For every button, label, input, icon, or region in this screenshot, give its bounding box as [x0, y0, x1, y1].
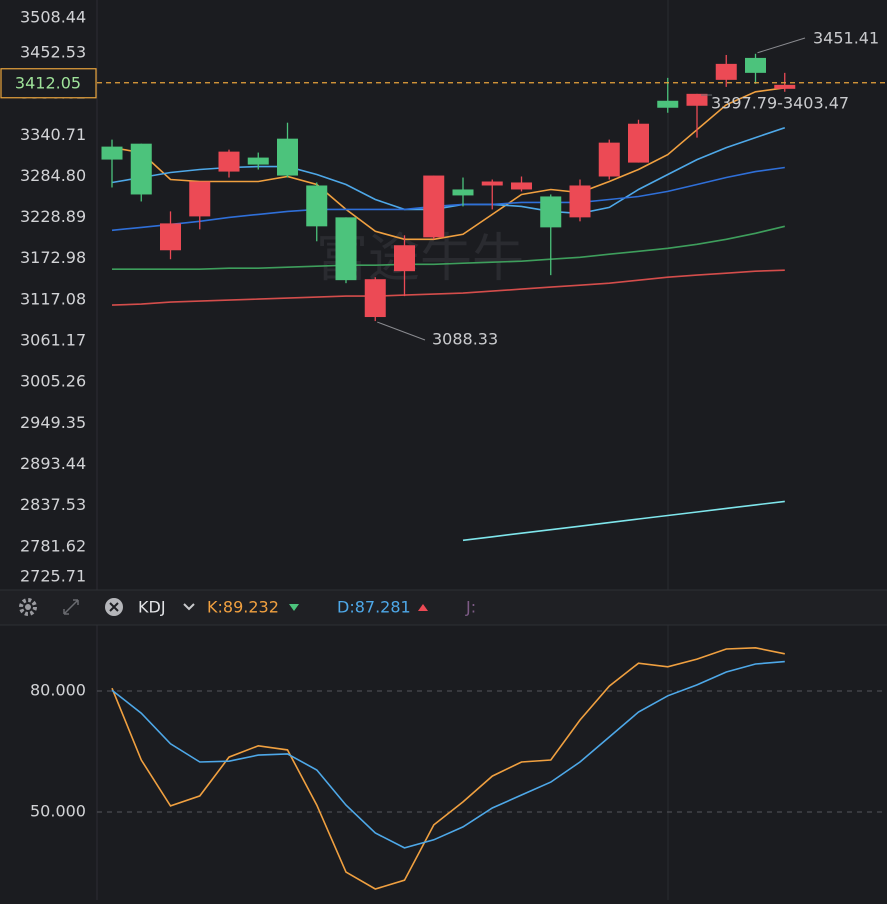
legend-k: K:89.232 — [207, 598, 279, 617]
gear — [19, 598, 37, 616]
y-tick-label: 3228.89 — [20, 207, 86, 226]
low-annotation: 3088.33 — [432, 330, 498, 349]
kdj-pane: 80.000 50.000 — [30, 646, 887, 890]
last-price-label: 3412.05 — [15, 73, 81, 92]
price-pane: 3508.443452.533396.623340.713284.803228.… — [0, 8, 887, 586]
candle-body — [189, 181, 211, 217]
candle-body — [160, 223, 181, 251]
moving-average-line — [462, 500, 785, 542]
candle-body — [364, 279, 386, 318]
legend-d: D:87.281 — [337, 598, 411, 617]
indicator-name[interactable]: KDJ — [138, 598, 166, 617]
expand-icon[interactable] — [63, 599, 79, 615]
moving-average-line — [111, 87, 785, 241]
expand-arrow — [63, 599, 79, 615]
up-triangle — [418, 604, 428, 611]
last-price-tag — [0, 68, 97, 99]
candle-body — [218, 151, 240, 172]
candle-body — [130, 143, 152, 195]
y-tick-label: 3452.53 — [20, 42, 86, 61]
candle-body — [306, 185, 328, 227]
candle-body — [569, 185, 591, 218]
candle-body — [598, 142, 620, 177]
indicator-line — [111, 660, 785, 849]
candle-body — [423, 175, 445, 238]
legend-j: J: — [465, 598, 476, 617]
y-tick-label: 3061.17 — [20, 331, 86, 350]
y-tick-label: 2725.71 — [20, 567, 86, 586]
y-tick-label: 3005.26 — [20, 372, 86, 391]
candle-body — [540, 196, 562, 228]
y-tick-label: 3508.44 — [20, 8, 86, 27]
y-tick-label: 2837.53 — [20, 495, 86, 514]
candle-body — [774, 84, 796, 89]
candle-body — [452, 189, 474, 196]
close-icon[interactable] — [105, 598, 123, 616]
candle-body — [745, 57, 766, 73]
moving-average-line — [112, 225, 785, 270]
candle-body — [394, 245, 415, 272]
candle-body — [511, 182, 532, 190]
candle-body — [101, 146, 123, 160]
settings-icon[interactable] — [19, 598, 37, 616]
gear-hub — [25, 604, 31, 610]
candle-body — [247, 157, 269, 165]
moving-average-line — [111, 166, 785, 232]
y-tick-label: 3172.98 — [20, 248, 86, 267]
candle-body — [715, 63, 737, 80]
indicator-line — [111, 646, 785, 890]
candle-body — [686, 93, 708, 106]
candle-body — [335, 217, 357, 281]
candle-body — [481, 181, 503, 186]
high-annotation: 3451.41 — [813, 29, 879, 48]
indicator-bar — [0, 590, 887, 625]
down-triangle — [289, 604, 299, 611]
close-x — [109, 602, 119, 612]
y-tick-label: 3117.08 — [20, 289, 86, 308]
y-tick-label: 3340.71 — [20, 125, 86, 144]
moving-average-line — [111, 269, 785, 306]
y-tick-label: 2781.62 — [20, 536, 86, 555]
annotation-leader — [757, 37, 806, 54]
y-tick-label: 50.000 — [30, 801, 86, 820]
y-tick-label: 80.000 — [30, 680, 86, 699]
y-tick-label: 3284.80 — [20, 166, 86, 185]
range-annotation: 3397.79-3403.47 — [711, 94, 849, 113]
candle-body — [657, 100, 679, 108]
y-tick-label: 2949.35 — [20, 413, 86, 432]
annotation-leader — [377, 321, 426, 341]
candle-body — [277, 138, 298, 176]
candle-body — [628, 123, 649, 163]
y-tick-label: 2893.44 — [20, 454, 86, 473]
dropdown-chevron[interactable] — [183, 603, 195, 611]
